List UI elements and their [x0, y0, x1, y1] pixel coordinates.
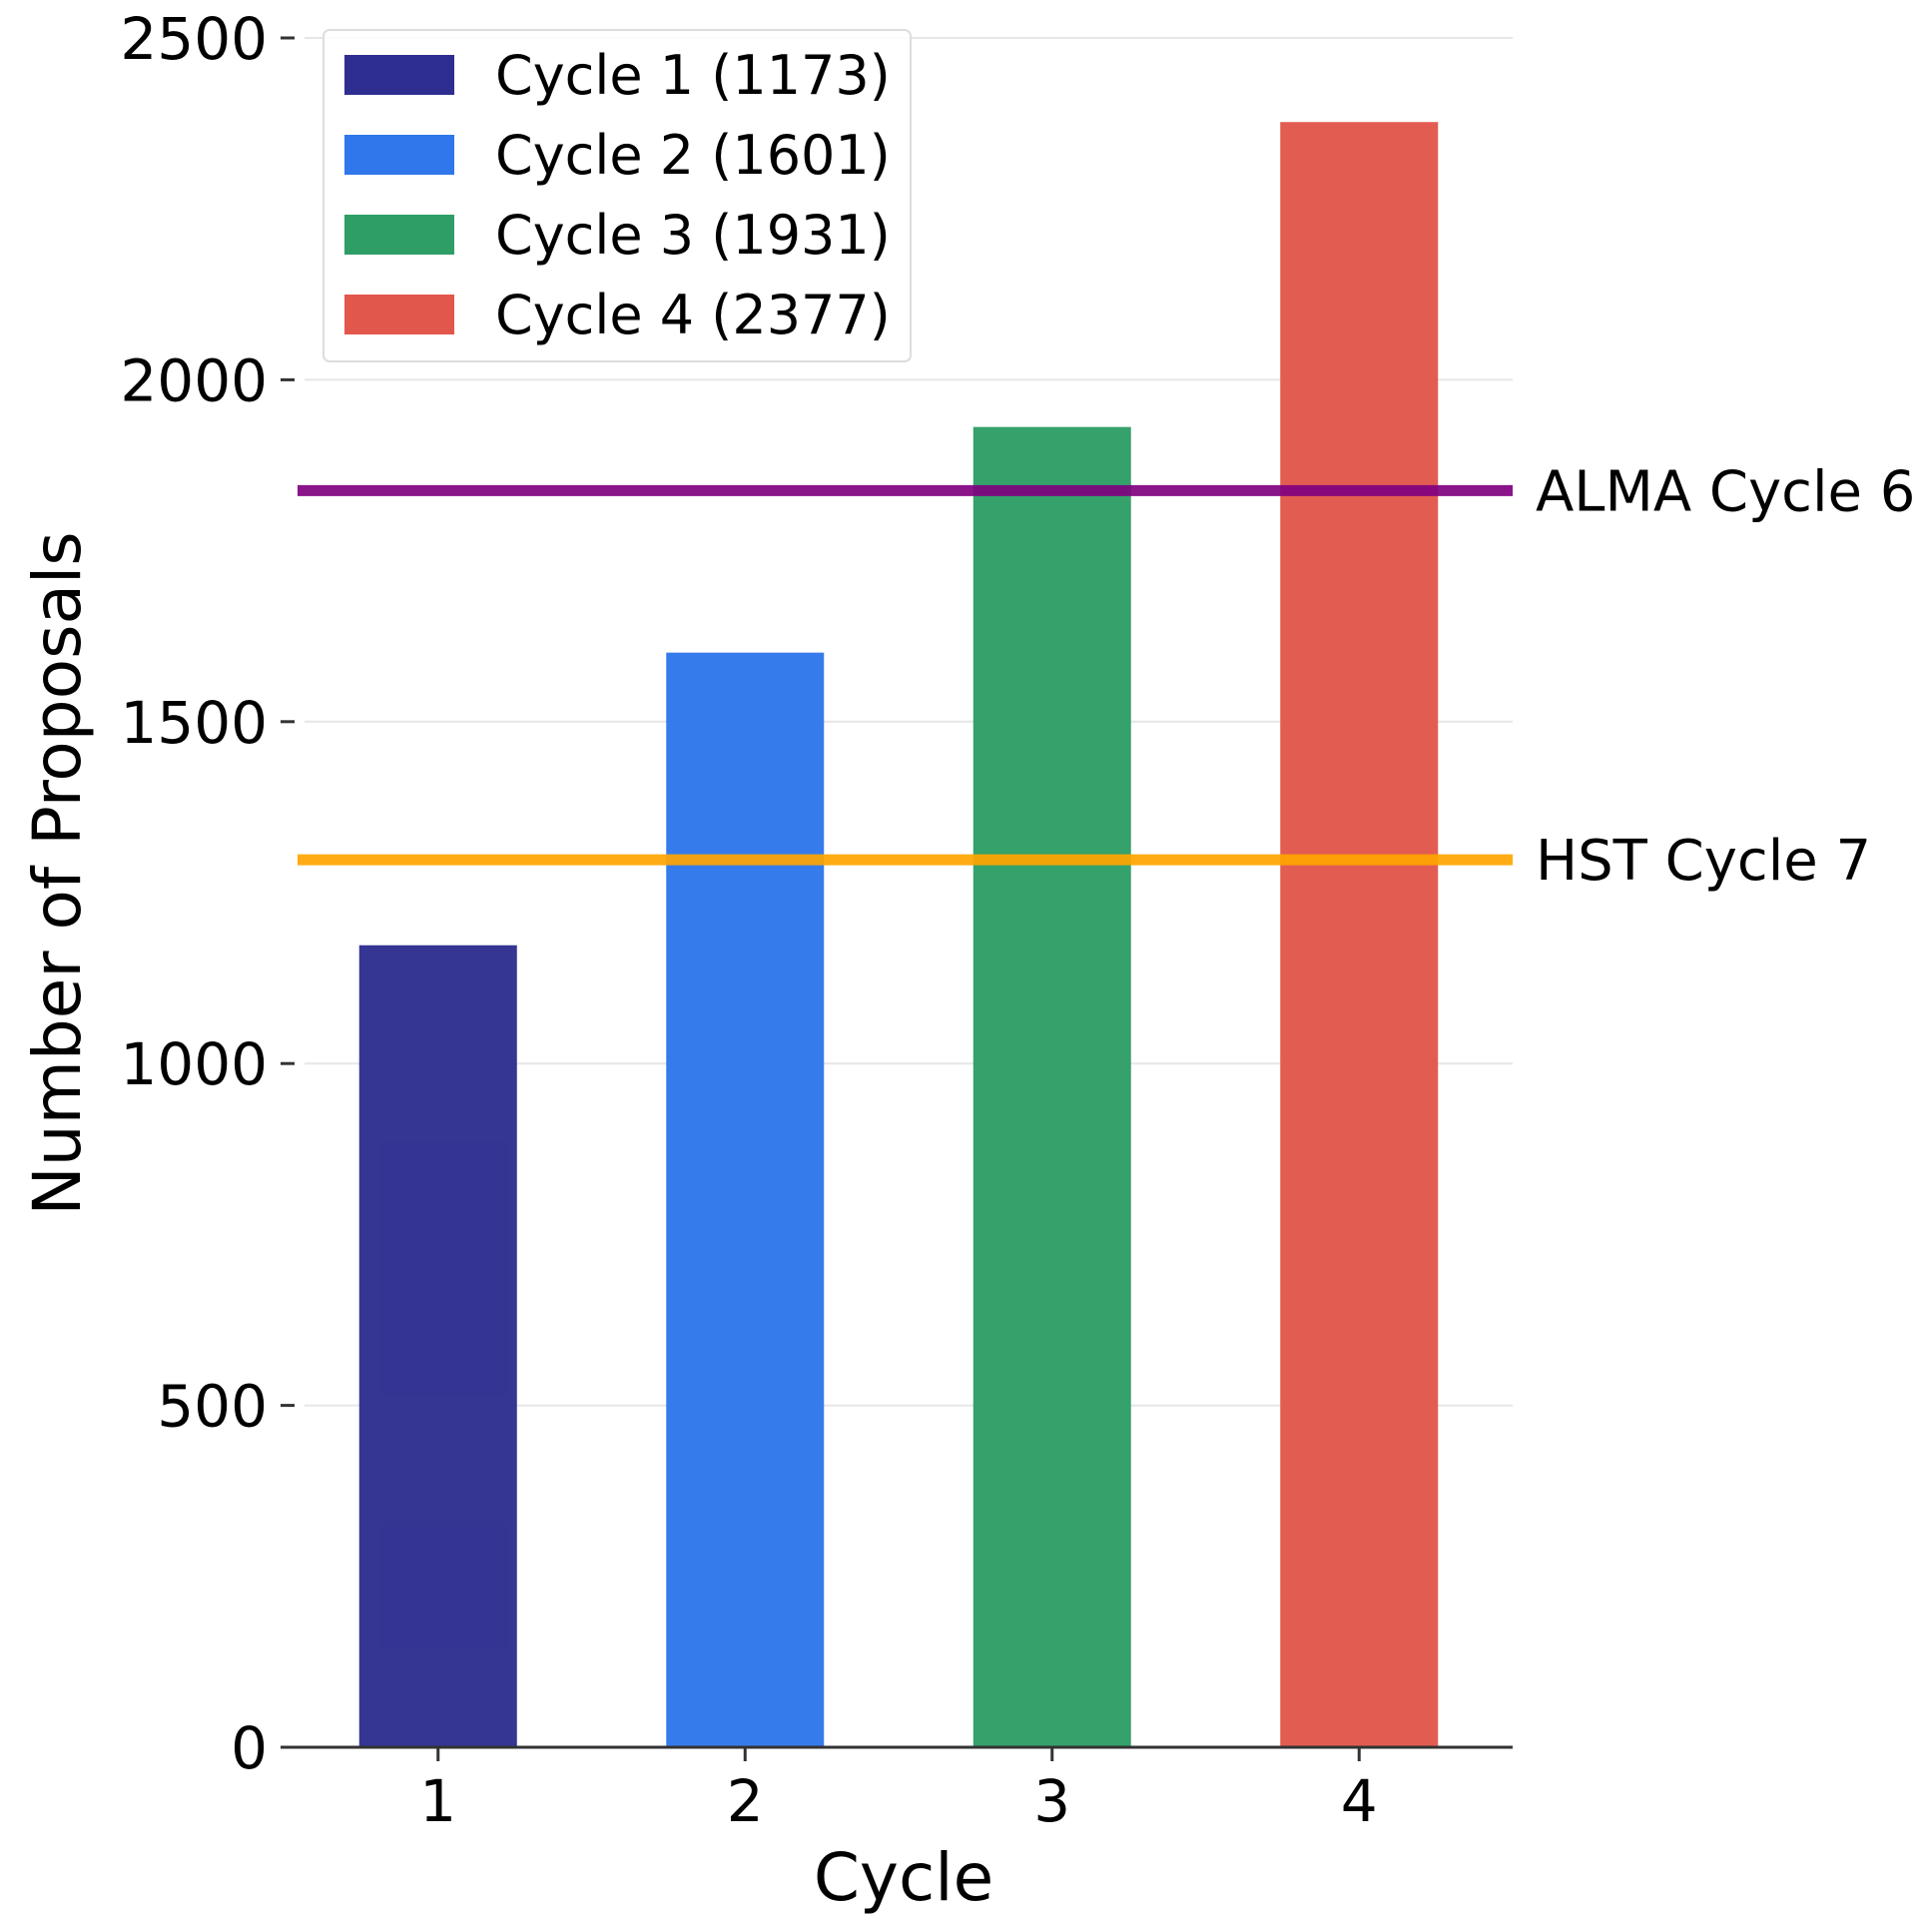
- x-tick-label: 1: [419, 1767, 456, 1835]
- bar-cycle-1: [358, 945, 517, 1747]
- x-axis-title: Cycle: [814, 1839, 993, 1916]
- bar-cycle-4: [1280, 122, 1439, 1748]
- y-tick-label: 2000: [120, 346, 268, 414]
- y-axis-title: Number of Proposals: [19, 531, 96, 1215]
- x-tick-label: 3: [1033, 1767, 1070, 1835]
- y-tick-label: 500: [157, 1373, 268, 1441]
- y-tick-label: 1500: [120, 689, 268, 757]
- reference-line-label: HST Cycle 7: [1536, 829, 1871, 894]
- legend-label: Cycle 1 (1173): [495, 44, 891, 107]
- x-tick-label: 4: [1341, 1767, 1378, 1835]
- legend-label: Cycle 3 (1931): [495, 204, 891, 267]
- y-tick-label: 2500: [120, 5, 268, 73]
- legend-swatch: [344, 55, 454, 95]
- x-tick-label: 2: [727, 1767, 764, 1835]
- bar-cycle-3: [972, 426, 1131, 1747]
- bars: [358, 122, 1439, 1748]
- y-ticks: 0 500 1000 1500 2000 2500: [120, 5, 295, 1782]
- x-ticks: 1 2 3 4: [419, 1747, 1378, 1835]
- y-tick-label: 1000: [120, 1030, 268, 1098]
- legend-swatch: [344, 295, 454, 334]
- bar-cycle-2: [666, 652, 825, 1747]
- legend-swatch: [344, 135, 454, 175]
- y-tick-label: 0: [231, 1714, 268, 1782]
- legend: Cycle 1 (1173) Cycle 2 (1601) Cycle 3 (193…: [322, 29, 912, 362]
- legend-label: Cycle 2 (1601): [495, 124, 891, 187]
- legend-box: [322, 29, 912, 362]
- reference-line-label: ALMA Cycle 6: [1536, 459, 1915, 524]
- legend-swatch: [344, 215, 454, 255]
- legend-label: Cycle 4 (2377): [495, 284, 891, 346]
- reference-lines: ALMA Cycle 6 HST Cycle 7: [298, 459, 1915, 894]
